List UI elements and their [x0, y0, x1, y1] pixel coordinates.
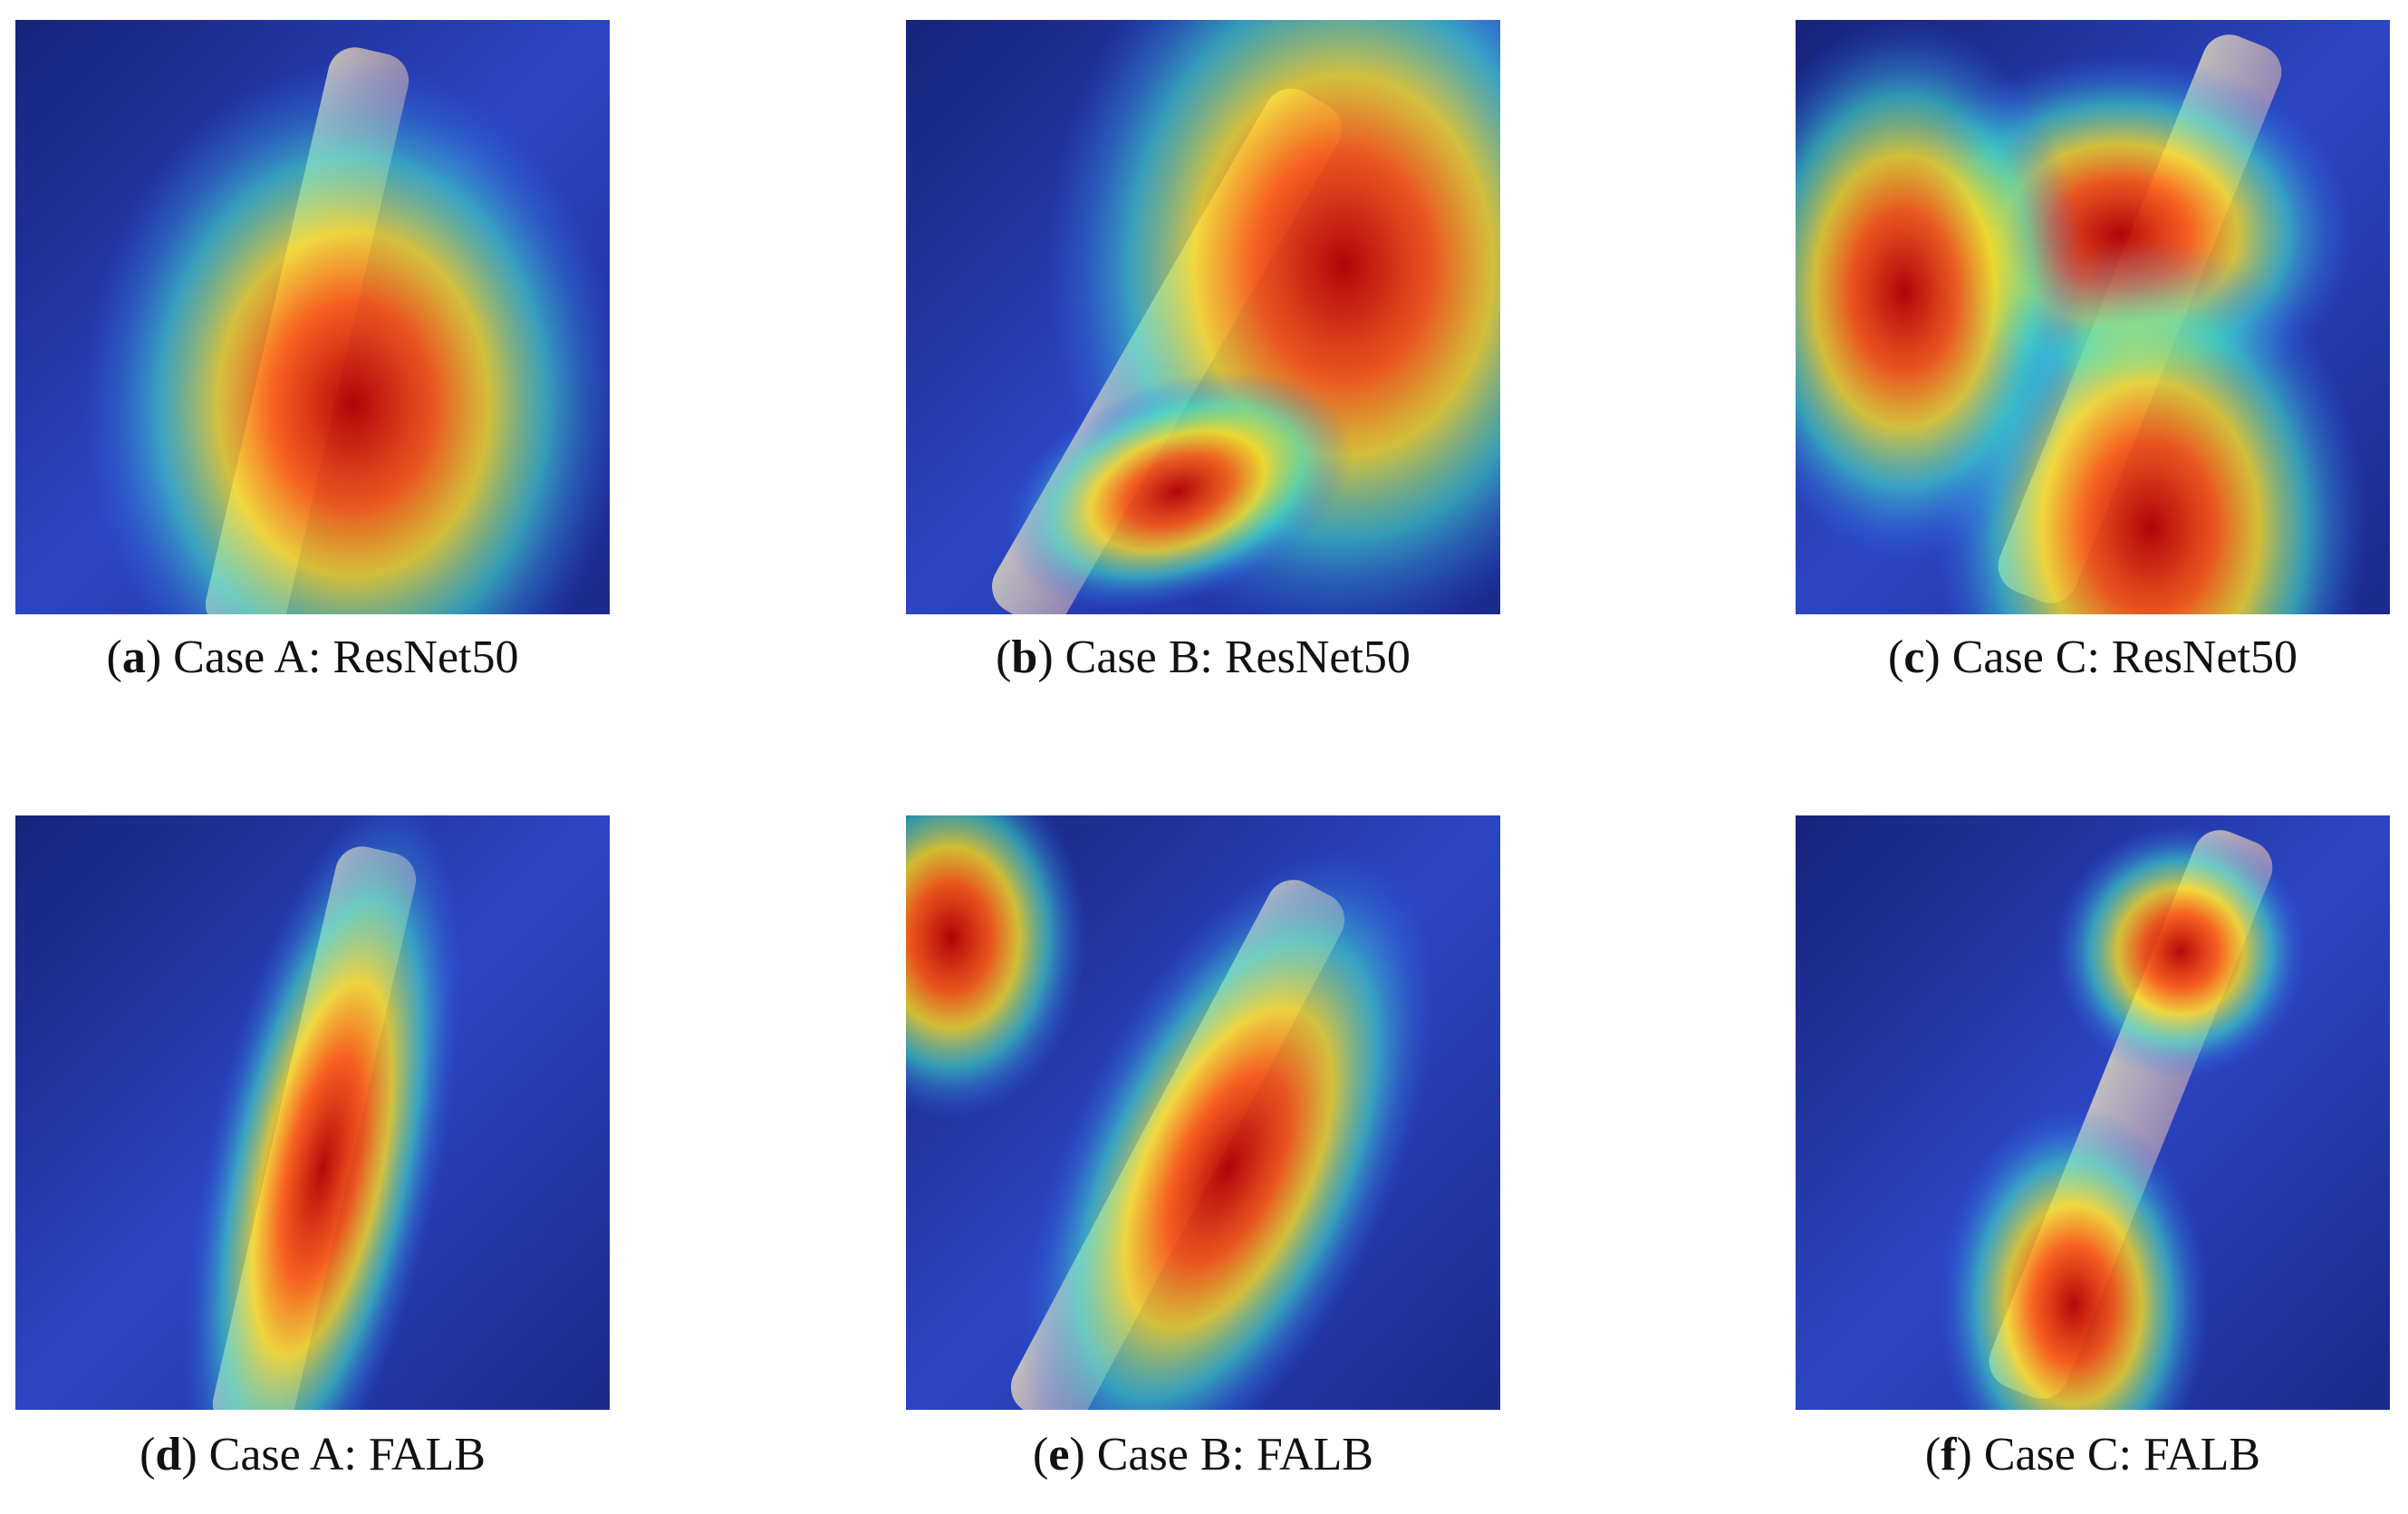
activation	[1796, 20, 2085, 564]
caption: (f) Case C: FALB	[1925, 1429, 2260, 1480]
caption-text: ) Case A: FALB	[181, 1429, 486, 1480]
caption-text: ) Case B: ResNet50	[1037, 632, 1411, 683]
heatmap-image	[15, 815, 610, 1410]
caption-text: (	[996, 632, 1011, 683]
caption-text: (	[140, 1429, 155, 1480]
caption-letter: c	[1903, 632, 1924, 683]
caption-letter: e	[1048, 1429, 1069, 1480]
caption-letter: d	[155, 1429, 181, 1480]
caption-letter: f	[1941, 1429, 1957, 1480]
activation	[182, 815, 463, 1410]
activation	[1938, 1105, 2210, 1410]
heatmap-image	[15, 20, 610, 614]
caption-letter: b	[1011, 632, 1037, 683]
caption-text: (	[1888, 632, 1903, 683]
caption-text: (	[1033, 1429, 1048, 1480]
caption-text: ) Case C: ResNet50	[1924, 632, 2297, 683]
caption: (c) Case C: ResNet50	[1888, 632, 2297, 683]
activation	[2054, 825, 2307, 1078]
activation	[1003, 371, 1353, 611]
activation	[906, 815, 1087, 1119]
heatmap-image	[906, 20, 1500, 614]
caption-letter: a	[122, 632, 146, 683]
caption-text: ) Case A: ResNet50	[146, 632, 519, 683]
caption: (d) Case A: FALB	[140, 1429, 486, 1480]
heatmap-image	[906, 815, 1500, 1410]
heatmap-image	[1796, 815, 2390, 1410]
caption-text: ) Case C: FALB	[1957, 1429, 2261, 1480]
caption-text: (	[107, 632, 122, 683]
activation	[1021, 849, 1436, 1410]
caption: (e) Case B: FALB	[1033, 1429, 1373, 1480]
activation	[82, 60, 610, 614]
heatmap-image	[1796, 20, 2390, 614]
caption-text: (	[1925, 1429, 1941, 1480]
caption: (b) Case B: ResNet50	[996, 632, 1411, 683]
caption-text: ) Case B: FALB	[1069, 1429, 1373, 1480]
caption: (a) Case A: ResNet50	[107, 632, 519, 683]
